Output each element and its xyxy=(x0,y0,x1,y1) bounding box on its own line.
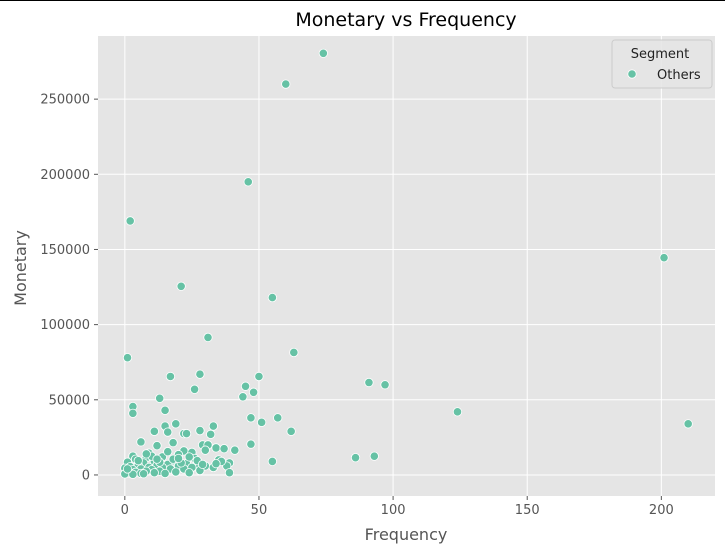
data-point xyxy=(286,426,296,436)
data-point xyxy=(133,456,143,466)
chart-title: Monetary vs Frequency xyxy=(295,9,516,31)
data-point xyxy=(364,377,374,388)
y-tick-label: 150000 xyxy=(40,243,90,258)
data-point xyxy=(211,459,221,469)
data-point xyxy=(350,453,361,463)
data-point xyxy=(168,438,178,448)
data-point xyxy=(152,454,162,464)
data-point xyxy=(248,387,259,397)
data-point xyxy=(122,464,133,474)
data-point xyxy=(136,437,146,447)
data-point xyxy=(141,449,151,459)
data-point xyxy=(238,392,248,402)
data-point xyxy=(181,429,192,439)
data-point xyxy=(281,79,291,89)
data-point xyxy=(195,369,205,379)
y-tick-label: 200000 xyxy=(40,168,90,183)
data-point xyxy=(198,459,208,470)
data-point xyxy=(171,419,181,429)
legend: Segment Others xyxy=(611,39,713,89)
x-tick-label: 0 xyxy=(121,503,129,518)
y-tick-label: 0 xyxy=(82,468,90,483)
data-point xyxy=(184,468,194,478)
data-point xyxy=(195,426,205,436)
data-point xyxy=(230,445,240,455)
data-point xyxy=(149,468,159,478)
data-point xyxy=(243,177,253,187)
legend-title: Segment xyxy=(631,47,690,62)
data-point xyxy=(163,447,173,457)
data-point xyxy=(224,468,235,478)
data-point xyxy=(122,353,133,363)
data-point xyxy=(211,443,221,453)
data-point xyxy=(240,381,251,391)
x-axis-label: Frequency xyxy=(365,525,448,544)
data-point xyxy=(659,253,669,263)
top-border xyxy=(0,0,725,1)
data-point xyxy=(152,441,162,451)
y-axis-ticks: 0 50000 100000 150000 200000 250000 xyxy=(40,93,98,483)
plot-area xyxy=(98,36,715,496)
x-axis-ticks: 0 50 100 150 200 xyxy=(121,496,674,518)
y-tick-label: 250000 xyxy=(40,93,90,108)
x-tick-label: 200 xyxy=(649,503,674,518)
x-tick-label: 50 xyxy=(251,503,268,518)
data-point xyxy=(203,332,213,343)
legend-label-others: Others xyxy=(657,68,701,83)
data-point xyxy=(254,371,264,382)
data-point xyxy=(369,451,379,461)
x-tick-label: 150 xyxy=(515,503,540,518)
data-point xyxy=(200,445,210,455)
x-tick-label: 100 xyxy=(381,503,406,518)
data-point xyxy=(128,469,138,479)
data-point xyxy=(289,347,299,358)
data-point xyxy=(176,281,186,291)
data-point xyxy=(165,371,176,382)
data-point xyxy=(257,417,267,427)
data-point xyxy=(160,405,170,415)
data-point xyxy=(173,453,184,464)
data-point xyxy=(128,408,138,418)
data-point xyxy=(246,413,256,423)
data-point xyxy=(206,429,216,439)
legend-marker xyxy=(627,69,637,79)
y-tick-label: 50000 xyxy=(49,393,90,408)
data-point xyxy=(163,427,173,437)
data-point xyxy=(160,468,170,479)
data-point xyxy=(125,216,135,226)
y-tick-label: 100000 xyxy=(40,318,90,333)
legend-box xyxy=(611,39,713,89)
data-point xyxy=(318,48,328,58)
data-point xyxy=(184,452,194,462)
data-point xyxy=(452,407,463,417)
data-point xyxy=(246,439,256,449)
data-point xyxy=(139,469,149,479)
data-point xyxy=(189,384,200,394)
data-point xyxy=(683,419,693,429)
data-point xyxy=(273,413,283,423)
data-point xyxy=(208,421,218,431)
data-point xyxy=(171,467,181,477)
data-point xyxy=(149,426,159,436)
data-points xyxy=(120,48,693,479)
data-point xyxy=(267,456,277,467)
data-point xyxy=(219,444,229,454)
y-axis-label: Monetary xyxy=(11,230,30,306)
data-point xyxy=(155,393,165,403)
data-point xyxy=(380,380,390,390)
data-point xyxy=(267,292,277,303)
